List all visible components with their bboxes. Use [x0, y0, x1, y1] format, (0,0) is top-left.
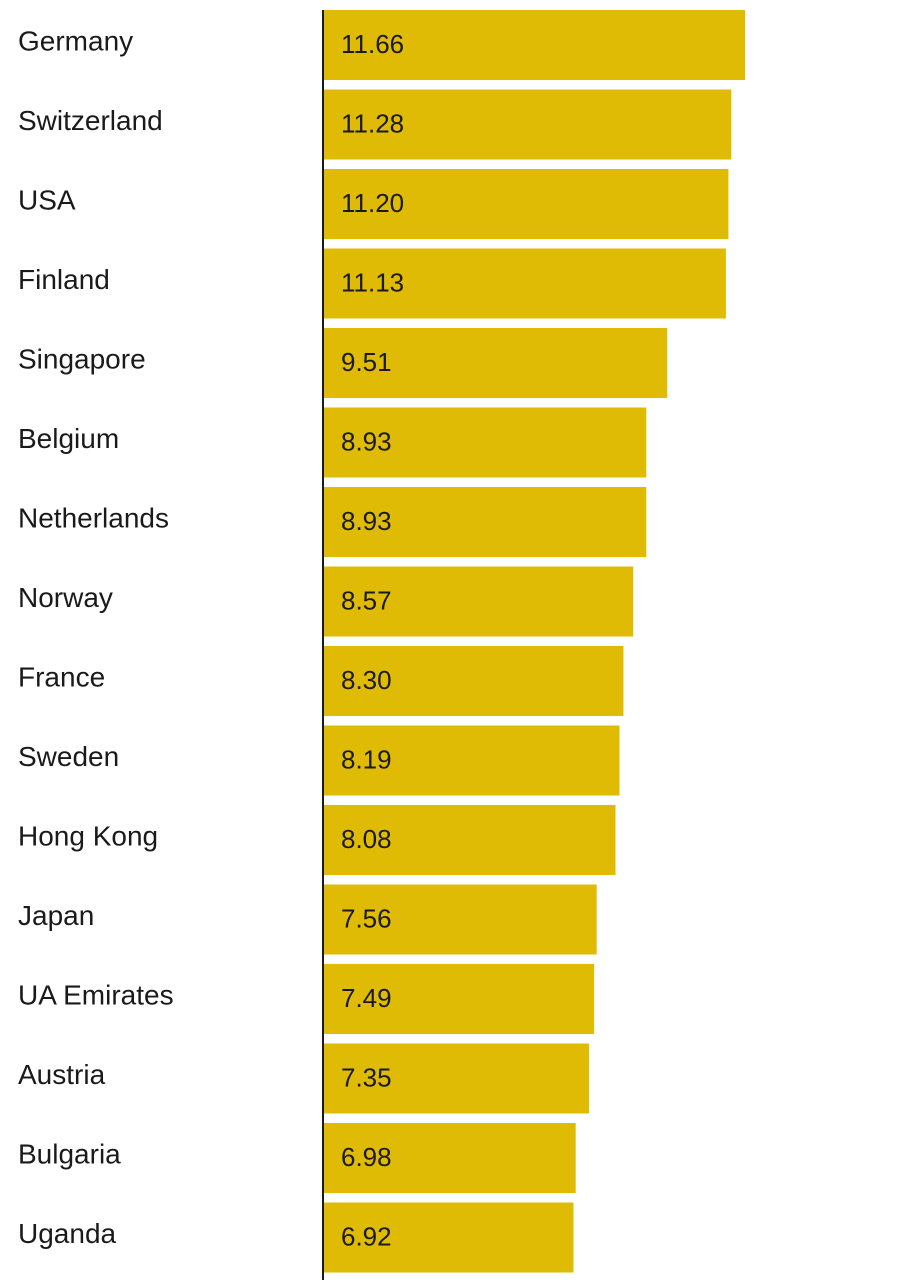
bar-germany [323, 10, 746, 80]
category-label: Netherlands [18, 502, 169, 533]
category-label: Finland [18, 264, 110, 295]
bar-uganda [323, 1202, 574, 1273]
bar-austria [323, 1043, 590, 1114]
bar-norway [323, 566, 634, 637]
category-label: Japan [18, 900, 94, 931]
bar-finland [323, 248, 726, 319]
bar-bulgaria [323, 1123, 576, 1193]
category-label: Norway [18, 582, 113, 613]
value-label: 6.92 [341, 1221, 392, 1251]
value-label: 11.66 [341, 29, 404, 59]
bar-singapore [323, 328, 668, 398]
value-labels-group: 11.66 11.28 11.20 11.13 9.51 8.93 8.93 8.57 8.30… [341, 29, 404, 1252]
category-label: Uganda [18, 1218, 117, 1249]
category-label: Austria [18, 1059, 106, 1090]
value-label: 8.19 [341, 744, 392, 774]
bar-sweden [323, 725, 620, 796]
category-label: Bulgaria [18, 1138, 121, 1169]
category-label: Sweden [18, 741, 119, 772]
value-label: 8.57 [341, 585, 392, 615]
value-label: 8.93 [341, 426, 392, 456]
bar-switzerland [323, 89, 732, 160]
category-label: USA [18, 184, 76, 215]
value-label: 8.08 [341, 824, 392, 854]
category-label: Germany [18, 25, 133, 56]
category-labels-group: Germany Switzerland USA Finland Singapore Bel… [18, 25, 174, 1249]
value-label: 8.93 [341, 506, 392, 536]
value-label: 11.20 [341, 188, 404, 218]
category-label: Hong Kong [18, 820, 158, 851]
category-label: Switzerland [18, 105, 163, 136]
value-label: 7.56 [341, 903, 392, 933]
bar-japan [323, 884, 597, 955]
value-label: 9.51 [341, 347, 392, 377]
bar-netherlands [323, 487, 647, 557]
bars-group [323, 10, 746, 1273]
value-label: 6.98 [341, 1142, 392, 1172]
value-label: 11.28 [341, 108, 404, 138]
bar-hong-kong [323, 805, 616, 875]
value-label: 7.35 [341, 1062, 392, 1092]
bar-france [323, 646, 624, 716]
value-label: 7.49 [341, 983, 392, 1013]
value-label: 11.13 [341, 267, 404, 297]
category-label: France [18, 661, 105, 692]
bar-belgium [323, 407, 647, 478]
value-label: 8.30 [341, 665, 392, 695]
category-label: Belgium [18, 423, 119, 454]
bar-ua-emirates [323, 964, 595, 1034]
category-label: UA Emirates [18, 979, 174, 1010]
bar-usa [323, 169, 729, 239]
category-label: Singapore [18, 343, 146, 374]
